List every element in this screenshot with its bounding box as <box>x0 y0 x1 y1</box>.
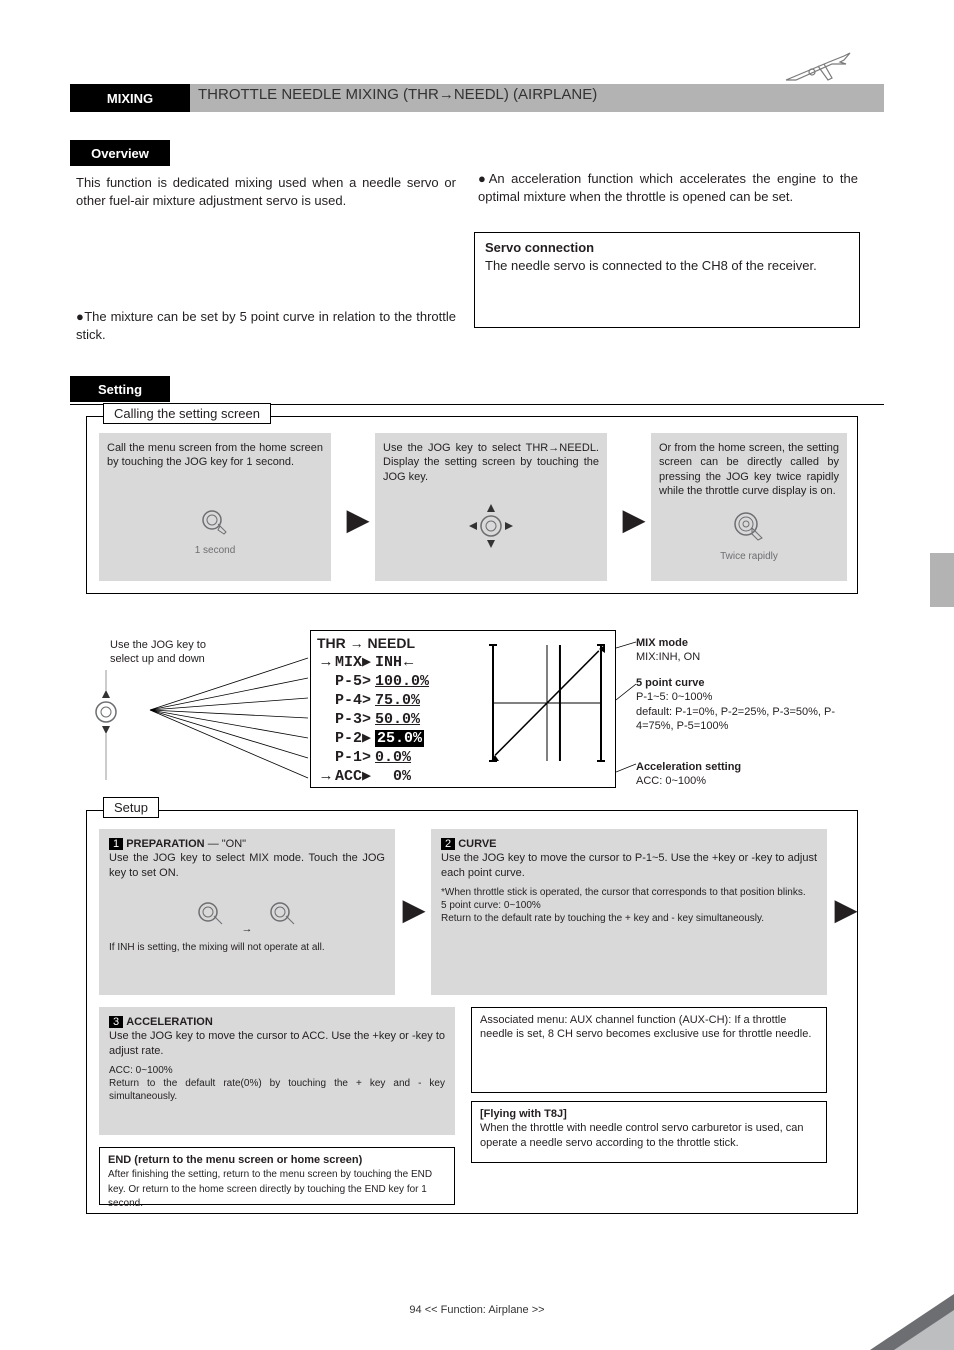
annot-default: default: P-1=0%, P-2=25%, P-3=50%, P-4=7… <box>636 706 835 732</box>
call-frame: Calling the setting screen Call the menu… <box>86 416 858 594</box>
b2-sub1: *When throttle stick is operated, the cu… <box>441 887 806 898</box>
overview-bullet-right: ●An acceleration function which accelera… <box>478 170 858 206</box>
call-col-2: Use the JOG key to select THR→NEEDL. Dis… <box>375 433 607 581</box>
section-badge: MIXING <box>70 84 190 112</box>
double-tap-icon <box>728 504 770 546</box>
page-title: THROTTLE NEEDLE MIXING (THR→NEEDL) (AIRP… <box>198 86 597 103</box>
call-col-3: Or from the home screen, the setting scr… <box>651 433 847 581</box>
overview-label: Overview <box>70 140 170 166</box>
call-2-text: Use the JOG key to select THR→NEEDL. Dis… <box>383 442 599 483</box>
b3-heading: ACCELERATION <box>126 1016 213 1028</box>
lcd-acc-label: ACC▶ <box>335 767 371 786</box>
joystick-icon <box>463 498 519 554</box>
airplane-icon <box>784 50 854 86</box>
end-title: END (return to the menu screen or home s… <box>108 1154 362 1166</box>
call-1-text: Call the menu screen from the home scree… <box>107 442 323 468</box>
arrow-icon: ▶ <box>347 503 369 536</box>
page-corner <box>870 1294 954 1350</box>
setting-label: Setting <box>70 376 170 402</box>
end-box: END (return to the menu screen or home s… <box>99 1147 455 1205</box>
note-text: Associated menu: AUX channel function (A… <box>480 1014 811 1040</box>
setup-b1: 1 PREPARATION — "ON" Use the JOG key to … <box>99 829 395 995</box>
tap-icon <box>262 890 304 932</box>
b2-text: Use the JOG key to move the cursor to P-… <box>441 852 817 878</box>
call-3-text: Or from the home screen, the setting scr… <box>659 442 839 497</box>
lcd-mix-label: MIX <box>335 653 362 672</box>
overview-intro: This function is dedicated mixing used w… <box>76 174 456 210</box>
connector-lines <box>130 650 310 790</box>
b3-text: Use the JOG key to move the cursor to AC… <box>109 1030 445 1056</box>
arrow-icon: ▶ <box>403 893 425 926</box>
b1-text: Use the JOG key to select MIX mode. Touc… <box>109 852 385 878</box>
annot-mix-mode: MIX mode <box>636 637 688 649</box>
joystick-updown-icon <box>78 670 134 780</box>
b2-heading: CURVE <box>458 838 496 850</box>
overview-right-text: An acceleration function which accelerat… <box>478 171 858 204</box>
annot-mix-range: MIX:INH, ON <box>636 651 700 663</box>
b1-heading: PREPARATION <box>126 838 204 850</box>
annot-curve-range: P-1~5: 0~100% <box>636 691 712 703</box>
arrow-icon: ▶ <box>835 893 857 926</box>
b3-sub2: Return to the default rate(0%) by touchi… <box>109 1078 445 1102</box>
note-assoc: Associated menu: AUX channel function (A… <box>471 1007 827 1093</box>
arrow-icon: ▶ <box>623 503 645 536</box>
annot-curve-title: 5 point curve <box>636 677 704 689</box>
tap-icon <box>190 890 232 932</box>
conn-note-title: Servo connection <box>485 240 594 255</box>
note-flying: [Flying with T8J] When the throttle with… <box>471 1101 827 1163</box>
setup-frame: Setup 1 PREPARATION — "ON" Use the JOG k… <box>86 810 858 1214</box>
lcd-graph <box>487 641 607 769</box>
lcd-mix-state: INH <box>375 653 402 672</box>
connector-right <box>616 640 638 790</box>
footer: 94 << Function: Airplane >> <box>0 1304 954 1316</box>
end-body: After finishing the setting, return to t… <box>108 1169 432 1209</box>
lcd-screen: THR → NEEDL → MIX▶ INH ← P-5>100.0%P-4> … <box>310 630 616 788</box>
annot-acc-range: ACC: 0~100% <box>636 775 706 787</box>
connection-note-box: Servo connection The needle servo is con… <box>474 232 860 328</box>
side-tab <box>930 553 954 607</box>
annot-acc-title: Acceleration setting <box>636 761 741 773</box>
b3-sub1: ACC: 0~100% <box>109 1065 173 1076</box>
note-sw-title: [Flying with T8J] <box>480 1108 567 1120</box>
b2-sub3: Return to the default rate by touching t… <box>441 913 764 924</box>
note-sw-body: When the throttle with needle control se… <box>480 1122 803 1148</box>
overview-bullet-left: ●The mixture can be set by 5 point curve… <box>76 308 456 344</box>
b2-sub2: 5 point curve: 0~100% <box>441 900 541 911</box>
setup-b3: 3 ACCELERATION Use the JOG key to move t… <box>99 1007 455 1135</box>
tap-icon <box>194 498 236 540</box>
call-tab: Calling the setting screen <box>103 403 271 424</box>
conn-note-body: The needle servo is connected to the CH8… <box>485 258 817 273</box>
lcd-acc-value: 0% <box>393 767 411 786</box>
setup-tab: Setup <box>103 797 159 818</box>
overview-intro-text: This function is dedicated mixing used w… <box>76 175 456 208</box>
b1-warn: If INH is setting, the mixing will not o… <box>109 942 325 953</box>
lcd-acc-row: → ACC▶ 0% <box>317 767 609 786</box>
b1-l1: — "ON" <box>208 838 246 850</box>
overview-left-text: The mixture can be set by 5 point curve … <box>76 309 456 342</box>
call-col-1: Call the menu screen from the home scree… <box>99 433 331 581</box>
setup-b2: 2 CURVE Use the JOG key to move the curs… <box>431 829 827 995</box>
